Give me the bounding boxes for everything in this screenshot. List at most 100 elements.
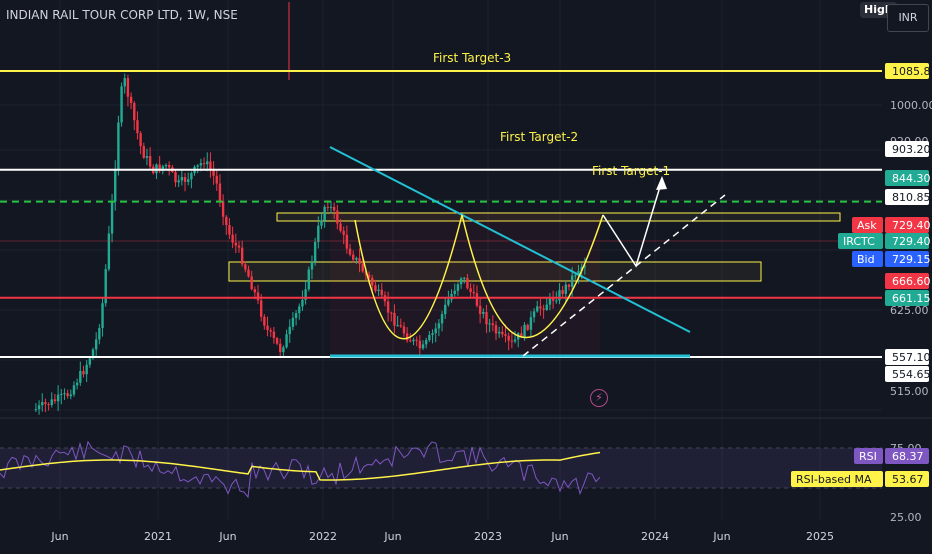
candle: [237, 245, 241, 248]
candle: [558, 290, 561, 301]
candle: [478, 305, 482, 314]
candle: [44, 402, 47, 405]
price-label-badge: [885, 170, 929, 186]
candle: [53, 399, 57, 402]
candle: [513, 339, 517, 342]
candle: [355, 258, 358, 260]
candle: [497, 331, 501, 334]
candle: [320, 220, 323, 226]
candle: [437, 323, 441, 329]
candle: [574, 275, 577, 277]
projection-arrowhead: [656, 176, 667, 190]
price-label-badge: [885, 366, 929, 382]
candle: [424, 340, 428, 345]
candle: [187, 179, 190, 182]
candle: [507, 335, 510, 341]
candle: [577, 270, 580, 276]
candle: [348, 248, 352, 255]
x-tick-label: Jun: [550, 530, 568, 543]
candle: [139, 133, 142, 147]
candle: [444, 304, 447, 315]
rsi-series-tag: [854, 448, 883, 464]
candle: [532, 311, 536, 318]
candle: [304, 289, 307, 300]
candle: [523, 324, 526, 338]
level-annotation: First Target-2: [500, 130, 578, 144]
price-tick-label: 515.00: [890, 385, 929, 398]
price-label-tag-text: Ask: [857, 219, 877, 232]
candle: [352, 254, 355, 260]
candle: [412, 339, 415, 342]
price-label-value: 1085.80: [892, 65, 932, 78]
candle: [117, 122, 120, 170]
candle: [570, 275, 574, 287]
candle: [342, 230, 345, 235]
candle: [491, 323, 495, 326]
candle: [47, 404, 50, 406]
candle: [228, 225, 231, 235]
candle: [399, 325, 403, 327]
price-label-badge: [885, 273, 929, 289]
candle: [253, 289, 257, 293]
cup-left: [354, 214, 463, 340]
cup-right: [461, 214, 604, 339]
candle: [561, 290, 564, 294]
candle: [60, 393, 63, 395]
lightning-icon[interactable]: ⚡: [590, 389, 608, 407]
candle: [536, 306, 539, 312]
candle: [469, 288, 472, 293]
price-label-badge: [885, 141, 929, 157]
candle: [177, 180, 180, 183]
candle: [72, 385, 76, 395]
candle: [501, 331, 504, 335]
candle: [183, 177, 187, 182]
rsi-band: [0, 448, 882, 488]
candle: [539, 306, 542, 309]
candle: [133, 102, 136, 121]
candle: [580, 266, 583, 271]
candle: [275, 338, 279, 344]
candle: [288, 326, 291, 335]
candle: [136, 120, 139, 134]
price-label-badge: [885, 290, 929, 306]
candle: [167, 164, 171, 168]
candle: [63, 393, 66, 395]
x-tick-label: Jun: [50, 530, 68, 543]
x-tick-label: 2023: [474, 530, 502, 543]
candle: [466, 277, 469, 289]
candle: [282, 347, 285, 353]
candle: [266, 325, 269, 331]
price-label-value: 844.30: [892, 172, 931, 185]
candle: [240, 247, 244, 265]
currency-button[interactable]: INR: [887, 4, 929, 32]
candle: [256, 292, 260, 301]
level-annotation: First Target-1: [592, 164, 670, 178]
candle: [41, 402, 44, 406]
candle: [358, 258, 361, 264]
candle: [564, 284, 568, 294]
candle: [206, 161, 209, 165]
candle: [114, 169, 117, 202]
candle: [393, 312, 396, 326]
candle: [374, 285, 377, 292]
price-label-value: 661.15: [892, 292, 931, 305]
price-label-badge: [885, 251, 929, 267]
candle: [367, 274, 371, 278]
candle: [418, 340, 422, 349]
level-annotation: First Target-3: [433, 51, 511, 65]
candle: [583, 266, 587, 268]
candle: [390, 312, 393, 314]
candle: [317, 225, 320, 242]
candle: [380, 289, 383, 296]
price-label-tag: [838, 233, 883, 249]
rsi-series-name: RSI: [859, 450, 877, 463]
candle: [520, 333, 523, 338]
price-label-tag: [852, 217, 883, 233]
candle: [107, 233, 111, 270]
candle: [310, 261, 314, 270]
price-tick-label: 625.00: [890, 304, 929, 317]
candle: [555, 300, 558, 302]
candle: [421, 344, 425, 349]
